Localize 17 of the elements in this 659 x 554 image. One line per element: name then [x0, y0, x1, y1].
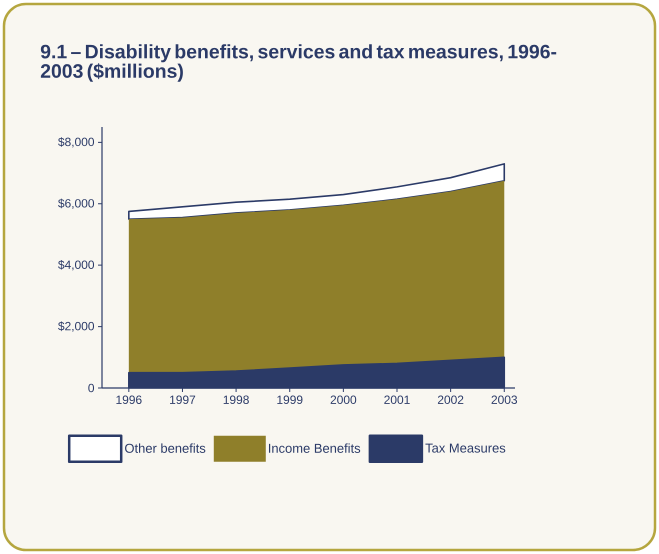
- legend-label: Other benefits: [125, 443, 206, 453]
- chart-title: 9.1 – Disability benefits, services and tax measures, 1996-2003 ($millions): [40, 44, 556, 82]
- y-tick-label: $8,000: [58, 137, 94, 148]
- y-tick-label: $4,000: [58, 260, 94, 270]
- x-tick-label: 1996: [116, 396, 142, 404]
- y-tick-label: $2,000: [58, 321, 94, 332]
- x-tick-label: 1999: [277, 396, 302, 404]
- x-tick-label: 2003: [492, 396, 518, 404]
- x-tick-label: 1997: [170, 396, 196, 404]
- y-tick-label: 0: [88, 384, 94, 392]
- x-tick-label: 2000: [330, 396, 356, 404]
- x-tick-label: 2001: [384, 396, 410, 404]
- x-tick-label: 2002: [438, 396, 464, 404]
- x-tick-label: 1998: [224, 396, 249, 404]
- y-tick-label: $6,000: [58, 198, 94, 209]
- legend-label: Income Benefits: [268, 443, 360, 453]
- legend-label: Tax Measures: [425, 444, 506, 453]
